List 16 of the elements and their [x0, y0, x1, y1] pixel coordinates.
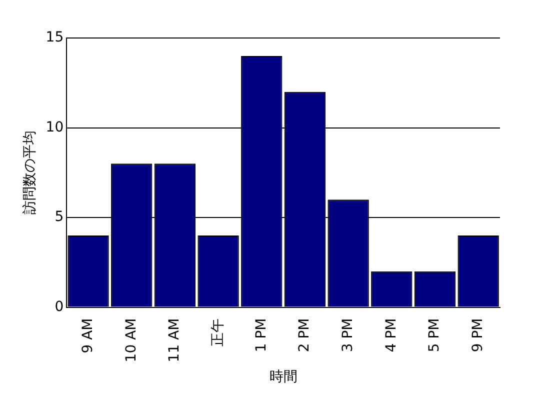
x-tick-label: 4 PM [383, 318, 400, 352]
y-tick-label: 10 [46, 119, 64, 136]
x-axis-title: 時間 [269, 369, 298, 386]
x-tick-label: 正午 [210, 318, 226, 346]
x-tick-label: 11 AM [166, 318, 183, 362]
y-tick-label: 15 [46, 30, 64, 46]
x-tick-label: 9 PM [470, 318, 486, 352]
y-axis-title: 訪問数の平均 [22, 130, 38, 215]
x-tick-label: 2 PM [296, 318, 313, 352]
y-tick-label: 0 [54, 298, 64, 315]
x-tick-label: 3 PM [340, 318, 356, 352]
x-tick-label: 10 AM [123, 318, 140, 362]
x-tick-label: 9 AM [80, 318, 96, 354]
y-tick-label: 5 [54, 209, 64, 226]
x-tick-label: 1 PM [253, 318, 270, 352]
x-tick-label: 5 PM [426, 318, 443, 352]
